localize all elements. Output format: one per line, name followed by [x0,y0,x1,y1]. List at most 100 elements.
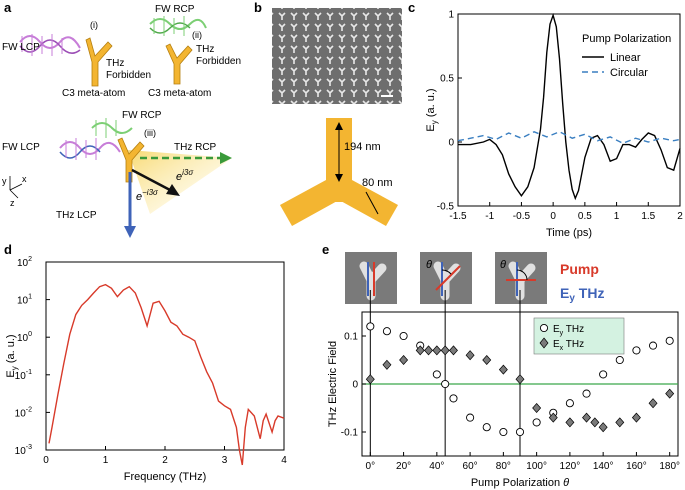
chart-e-xtick-label: 80° [496,461,511,472]
chart-e-ey-point [441,379,450,389]
chart-e-ey-point [449,394,458,403]
rcp-wave-ii [149,16,207,36]
thz-label-i: THz [106,58,124,69]
chart-d-xtick-label: 0 [43,455,49,466]
legend-c-circular-label: Circular [610,67,648,79]
chart-e-ex-point [648,398,658,409]
chart-c-xtick-label: -0.5 [513,211,531,222]
legend-e-ex-label: Ex THz [553,339,584,352]
legend-e-ey-label: Ey THz [553,324,584,337]
thz-lcp-arrowhead [124,226,136,238]
legend-e-box [533,317,625,355]
chart-c-frame [457,13,681,207]
chart-e-ex-point [365,374,375,385]
series-linear-line [458,12,681,201]
chart-e-xtick-label: 40° [429,461,444,472]
dim-width-label: 80 nm [362,177,393,189]
panel-label-d: d [4,242,12,257]
chart-e-ex-point [465,350,475,361]
chart-e-ex-point [665,388,675,399]
chart-e-ex-point [432,345,442,356]
chart-e-ey-point [665,336,674,345]
chart-e-ex-point [399,354,409,366]
inset-theta-45: θ [426,259,432,271]
chart-c-ylabel: Ey (a. u.) [425,88,439,131]
chart-e-xtick-label: 120° [560,461,581,472]
legend-e-ey-marker [539,323,549,333]
axis-z-label: z [10,198,15,208]
fw-lcp-label-iii: FW LCP [2,142,40,153]
chart-d-ytick-label: 10-3 [15,444,32,457]
chart-d-xtick-label: 4 [281,455,287,466]
meta-atom-i [85,37,113,87]
chart-e-xtick-label: 100° [526,461,547,472]
chart-e-ey-point [482,423,491,432]
chart-e-ex-point [631,412,641,423]
rcp-wave-iii [91,118,133,138]
chart-c-ytick-label: 0 [448,138,454,149]
reflect-arrowhead [166,184,180,196]
inset-theta-90: θ [500,259,506,271]
panel-a-schematic: FW LCP (i) THz Forbidden C3 meta-atom FW… [2,4,241,238]
chart-e-ey-point [565,399,574,408]
axes-triad [9,176,23,199]
chart-c-xtick-label: 2 [677,211,683,222]
chart-e-ytick-label: 0.1 [344,332,358,343]
sem-inset-90 [495,252,547,304]
chart-e-ey-point [582,389,591,398]
meta-atom-caption-i: C3 meta-atom [62,88,125,99]
dim-width-line [365,191,379,215]
chart-d-ytick-label: 101 [17,294,32,307]
chart-e-ex-point [515,374,525,385]
chart-e-ex-point [440,345,450,356]
panel-label-c: c [408,0,416,15]
chart-e-ex-point [590,417,600,428]
chart-d-xlabel: Frequency (THz) [124,471,207,483]
chart-e-ex-point [582,412,591,423]
fw-lcp-label-i: FW LCP [2,42,40,53]
lcp-wave-iii [59,138,121,160]
sem-image [272,8,402,104]
chart-e-ex-point [548,412,558,423]
series-circular-line [457,131,681,145]
sem-inset-0 [345,252,397,304]
chart-e-ey-point [599,370,608,379]
chart-e-ey-point [499,427,508,437]
chart-e-xtick-label: 20° [396,461,411,472]
chart-d-xtick-label: 2 [162,455,168,466]
meta-atom-iii [117,137,145,183]
phase-pos: ei3σ [176,168,194,183]
chart-e-ey-point [615,355,624,365]
chart-e-ey-point [649,341,658,350]
roman-iii: (iii) [144,128,156,138]
chart-d-ytick-label: 102 [17,256,32,269]
chart-c-xtick-label: 1.5 [641,211,655,222]
chart-d-xtick-label: 1 [103,455,109,466]
chart-c-ytick-label: -0.5 [437,202,455,213]
phase-neg: e−i3σ [136,188,159,203]
chart-e-ex-point [615,417,625,428]
chart-e-xtick-label: 160° [626,461,647,472]
thz-emission-glow [128,150,232,214]
panel-label-a: a [4,0,12,15]
meta-atom-ii [165,43,193,85]
axis-y-label: y [2,176,7,186]
chart-e-ytick-label: 0 [352,380,358,391]
legend-c-title: Pump Polarization [582,33,671,45]
chart-e-ey-point [532,418,541,427]
chart-c-xlabel: Time (ps) [546,227,592,239]
chart-e-xlabel: Pump Polarization θ [471,477,569,489]
chart-d-ytick-label: 10-2 [15,406,32,419]
panel-label-b: b [254,0,262,15]
chart-e-xtick-label: 140° [593,461,614,472]
chart-c-ytick-label: 0.5 [440,74,454,85]
chart-e-ytick-label: -0.1 [341,428,359,439]
forbidden-label-i: Forbidden [106,70,151,81]
chart-d-ytick-label: 100 [17,331,32,344]
chart-e-xtick-label: 0° [366,461,376,472]
reflect-arrow [131,168,171,192]
chart-e-ey-point [366,322,375,331]
chart-e-ey-point [399,331,408,341]
